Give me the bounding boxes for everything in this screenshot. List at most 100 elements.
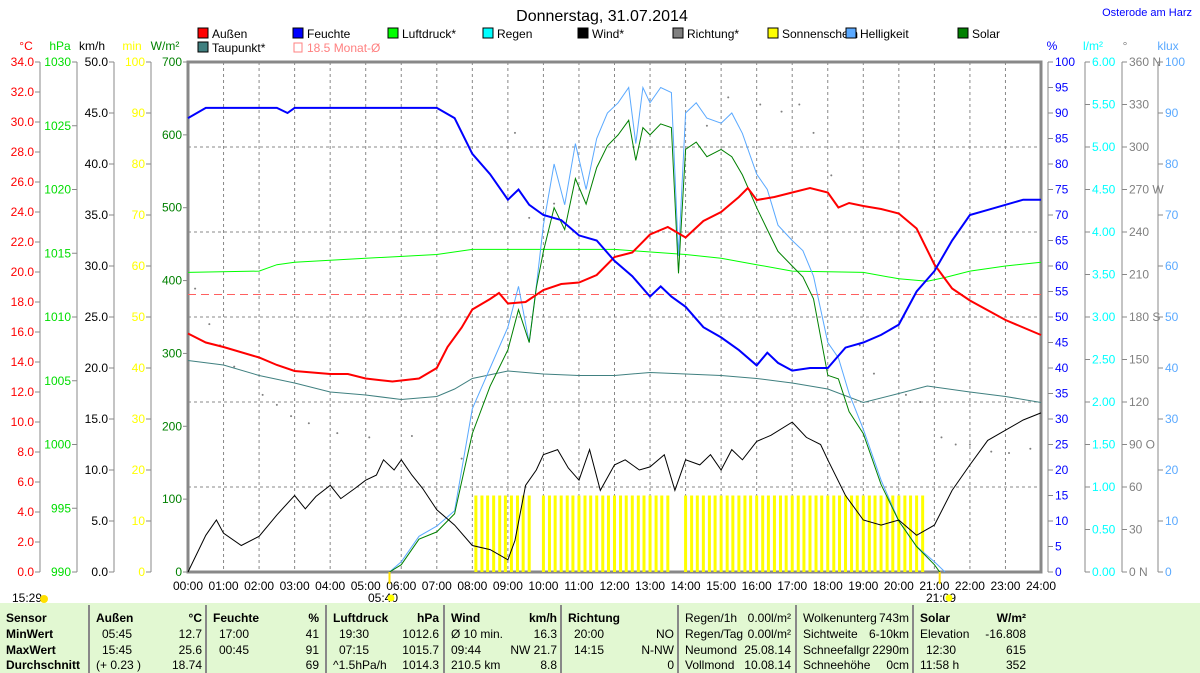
legend-swatch [957, 27, 969, 39]
axis-tick-label-klux: 0 [1165, 565, 1172, 579]
axis-tick-label-klux: 80 [1165, 157, 1179, 171]
sunshine-bar [737, 495, 741, 572]
axis-tick-label-press: 1005 [44, 374, 71, 388]
direction-point [513, 131, 516, 134]
axis-tick-label-sunmin: 90 [132, 106, 146, 120]
axis-tick-label-dir: 30 [1129, 523, 1143, 537]
table-cell: 15:45 [102, 643, 133, 657]
axis-tick-label-hum: 50 [1055, 310, 1069, 324]
axis-unit-temp: °C [19, 39, 33, 53]
axis-tick-label-temp: 24.0 [11, 205, 35, 219]
series-line-helligkeit [389, 85, 946, 573]
sunshine-bar [713, 495, 717, 572]
axis-tick-label-dir: 120 [1129, 395, 1149, 409]
axis-tick-label-sunmin: 20 [132, 463, 146, 477]
table-cell: Schneefallgr [803, 643, 870, 657]
sunshine-bar [909, 495, 913, 572]
sunshine-bar [636, 495, 640, 572]
column-unit: hPa [416, 611, 439, 625]
axis-tick-label-dir: 0 N [1129, 565, 1148, 579]
sunshine-bar [731, 495, 735, 572]
legend-label: 18.5 Monat-Ø [307, 41, 380, 55]
axis-tick-label-dir: 90 O [1129, 438, 1155, 452]
axis-tick-label-rain: 2.00 [1092, 395, 1116, 409]
axis-unit-solar: W/m² [151, 39, 180, 53]
axis-tick-label-hum: 5 [1055, 540, 1062, 554]
legend-label: Feuchte [307, 27, 351, 41]
stats-table: Sensor MinWert MaxWert Durchschnitt Außen °C 0… [0, 603, 1200, 673]
x-tick-label: 02:00 [244, 579, 274, 593]
axis-tick-label-solar: 400 [162, 274, 182, 288]
axis-tick-label-temp: 26.0 [11, 175, 35, 189]
axis-tick-label-klux: 60 [1165, 259, 1179, 273]
axis-tick-label-dir: 330 [1129, 98, 1149, 112]
axis-tick-label-hum: 10 [1055, 514, 1069, 528]
direction-point [1008, 452, 1011, 454]
sunshine-bar [725, 495, 729, 572]
column-header: Luftdruck [333, 611, 389, 625]
sunshine-bar [808, 495, 812, 572]
table-cell: 352 [1005, 658, 1026, 672]
table-cell: 09:44 [451, 643, 482, 657]
axis-tick-label-press: 1025 [44, 119, 71, 133]
row-header: MaxWert [6, 643, 56, 657]
sunshine-bar [660, 495, 664, 572]
x-tick-label: 20:00 [884, 579, 914, 593]
sunshine-bar [796, 495, 800, 572]
column-unit: km/h [528, 611, 557, 625]
axis-tick-label-wind: 20.0 [85, 361, 109, 375]
direction-point [368, 436, 371, 439]
column-header: Sensor [6, 611, 47, 625]
axis-tick-label-press: 1000 [44, 438, 71, 452]
direction-point [759, 103, 762, 106]
table-column: Außen °C 05:45 12.7 15:45 25.6 (+ 0.23 ) 18.74 [88, 605, 207, 673]
series-line-taupunkt [187, 360, 1042, 404]
sunshine-bar [553, 495, 557, 572]
sunshine-bar [624, 495, 628, 572]
axis-tick-label-press: 1020 [44, 183, 71, 197]
x-tick-label: 18:00 [813, 579, 843, 593]
axis-tick-label-rain: 4.00 [1092, 225, 1116, 239]
table-column: Regen/1h 0.00l/m² Regen/Tag 0.00l/m² Neumond… [677, 605, 797, 673]
table-cell: 91 [305, 643, 319, 657]
location-link[interactable]: Osterode am Harz [1102, 7, 1192, 19]
legend-label: Wind* [592, 27, 624, 41]
direction-point [830, 174, 833, 177]
axis-tick-label-dir: 240 [1129, 225, 1149, 239]
axis-tick-label-hum: 75 [1055, 183, 1069, 197]
sunset-label: 21:09 [926, 591, 956, 603]
sunshine-bar [844, 495, 848, 572]
x-tick-label: 06:00 [386, 579, 416, 593]
table-cell: 41 [305, 627, 319, 641]
sunshine-bar [749, 495, 753, 572]
sunshine-bar [619, 495, 623, 572]
axis-tick-label-klux: 100 [1165, 55, 1185, 69]
sunshine-bar [743, 495, 747, 572]
axis-tick-label-sunmin: 50 [132, 310, 146, 324]
series-line-feuchte [187, 106, 1041, 372]
axis-tick-label-temp: 0.0 [17, 565, 34, 579]
table-cell: 12:30 [926, 643, 957, 657]
sunshine-bar [565, 495, 569, 572]
axis-unit-dir: ° [1123, 39, 1128, 53]
x-tick-label: 09:00 [493, 579, 523, 593]
sunshine-bar [690, 495, 694, 572]
x-tick-label: 19:00 [848, 579, 878, 593]
axis-tick-label-klux: 30 [1165, 412, 1179, 426]
axis-tick-label-wind: 35.0 [85, 208, 109, 222]
sunshine-bar [784, 495, 788, 572]
sunshine-bar [666, 495, 670, 572]
sunshine-bar [820, 495, 824, 572]
legend-swatch [672, 27, 684, 39]
sunshine-bar [891, 495, 895, 572]
sunshine-bar [589, 495, 593, 572]
table-column: Wolkenunterg 743m Sichtweite 6-10km Schneefa… [795, 605, 914, 673]
axis-tick-label-rain: 6.00 [1092, 55, 1116, 69]
current-time-label: 15:29 [12, 591, 42, 603]
x-tick-label: 08:00 [457, 579, 487, 593]
sunshine-bar [480, 495, 484, 572]
sunshine-bar [503, 495, 507, 572]
table-cell: 210.5 km [451, 658, 501, 672]
table-cell: NO [656, 627, 674, 641]
